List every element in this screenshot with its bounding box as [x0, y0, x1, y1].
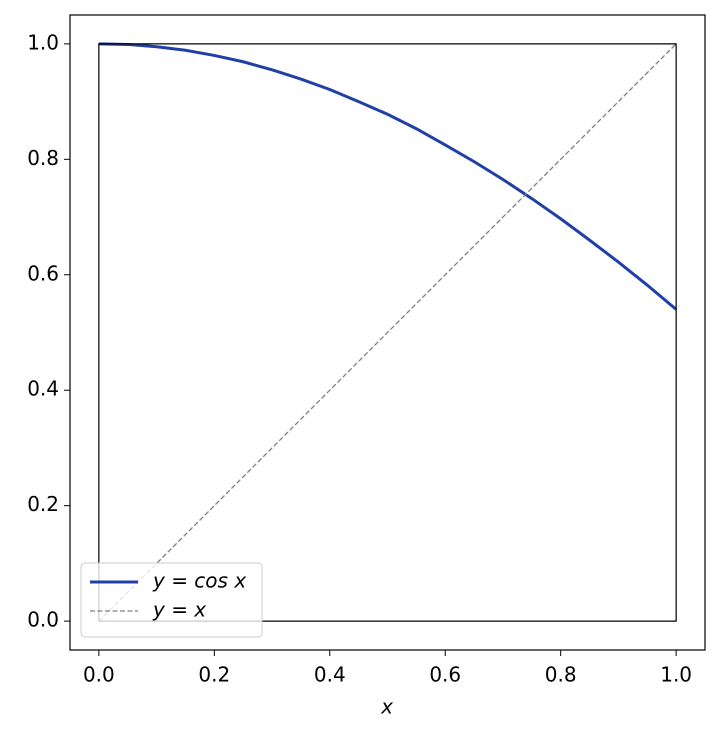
- legend-label: y = cos x: [152, 569, 246, 593]
- x-tick-label: 0.2: [198, 663, 230, 687]
- x-tick-label: 1.0: [660, 663, 692, 687]
- x-tick-label: 0.6: [429, 663, 461, 687]
- x-tick-label: 0.0: [83, 663, 115, 687]
- x-axis-label: x: [380, 695, 393, 719]
- line: [98, 42, 678, 311]
- y-tick-label: 0.6: [27, 261, 59, 285]
- y-tick-label: 0.8: [27, 146, 59, 170]
- plot-frame: [69, 14, 706, 651]
- x-tick-label: 0.4: [314, 663, 346, 687]
- line: [98, 43, 677, 622]
- legend-label: y = x: [152, 598, 206, 622]
- y-tick-label: 0.2: [27, 492, 59, 516]
- y-tick-label: 0.0: [27, 608, 59, 632]
- y-tick-label: 1.0: [27, 30, 59, 54]
- y-tick-label: 0.4: [27, 377, 59, 401]
- line: [98, 43, 677, 622]
- x-tick-label: 0.8: [545, 663, 577, 687]
- legend: y = cos x y = x: [80, 562, 263, 638]
